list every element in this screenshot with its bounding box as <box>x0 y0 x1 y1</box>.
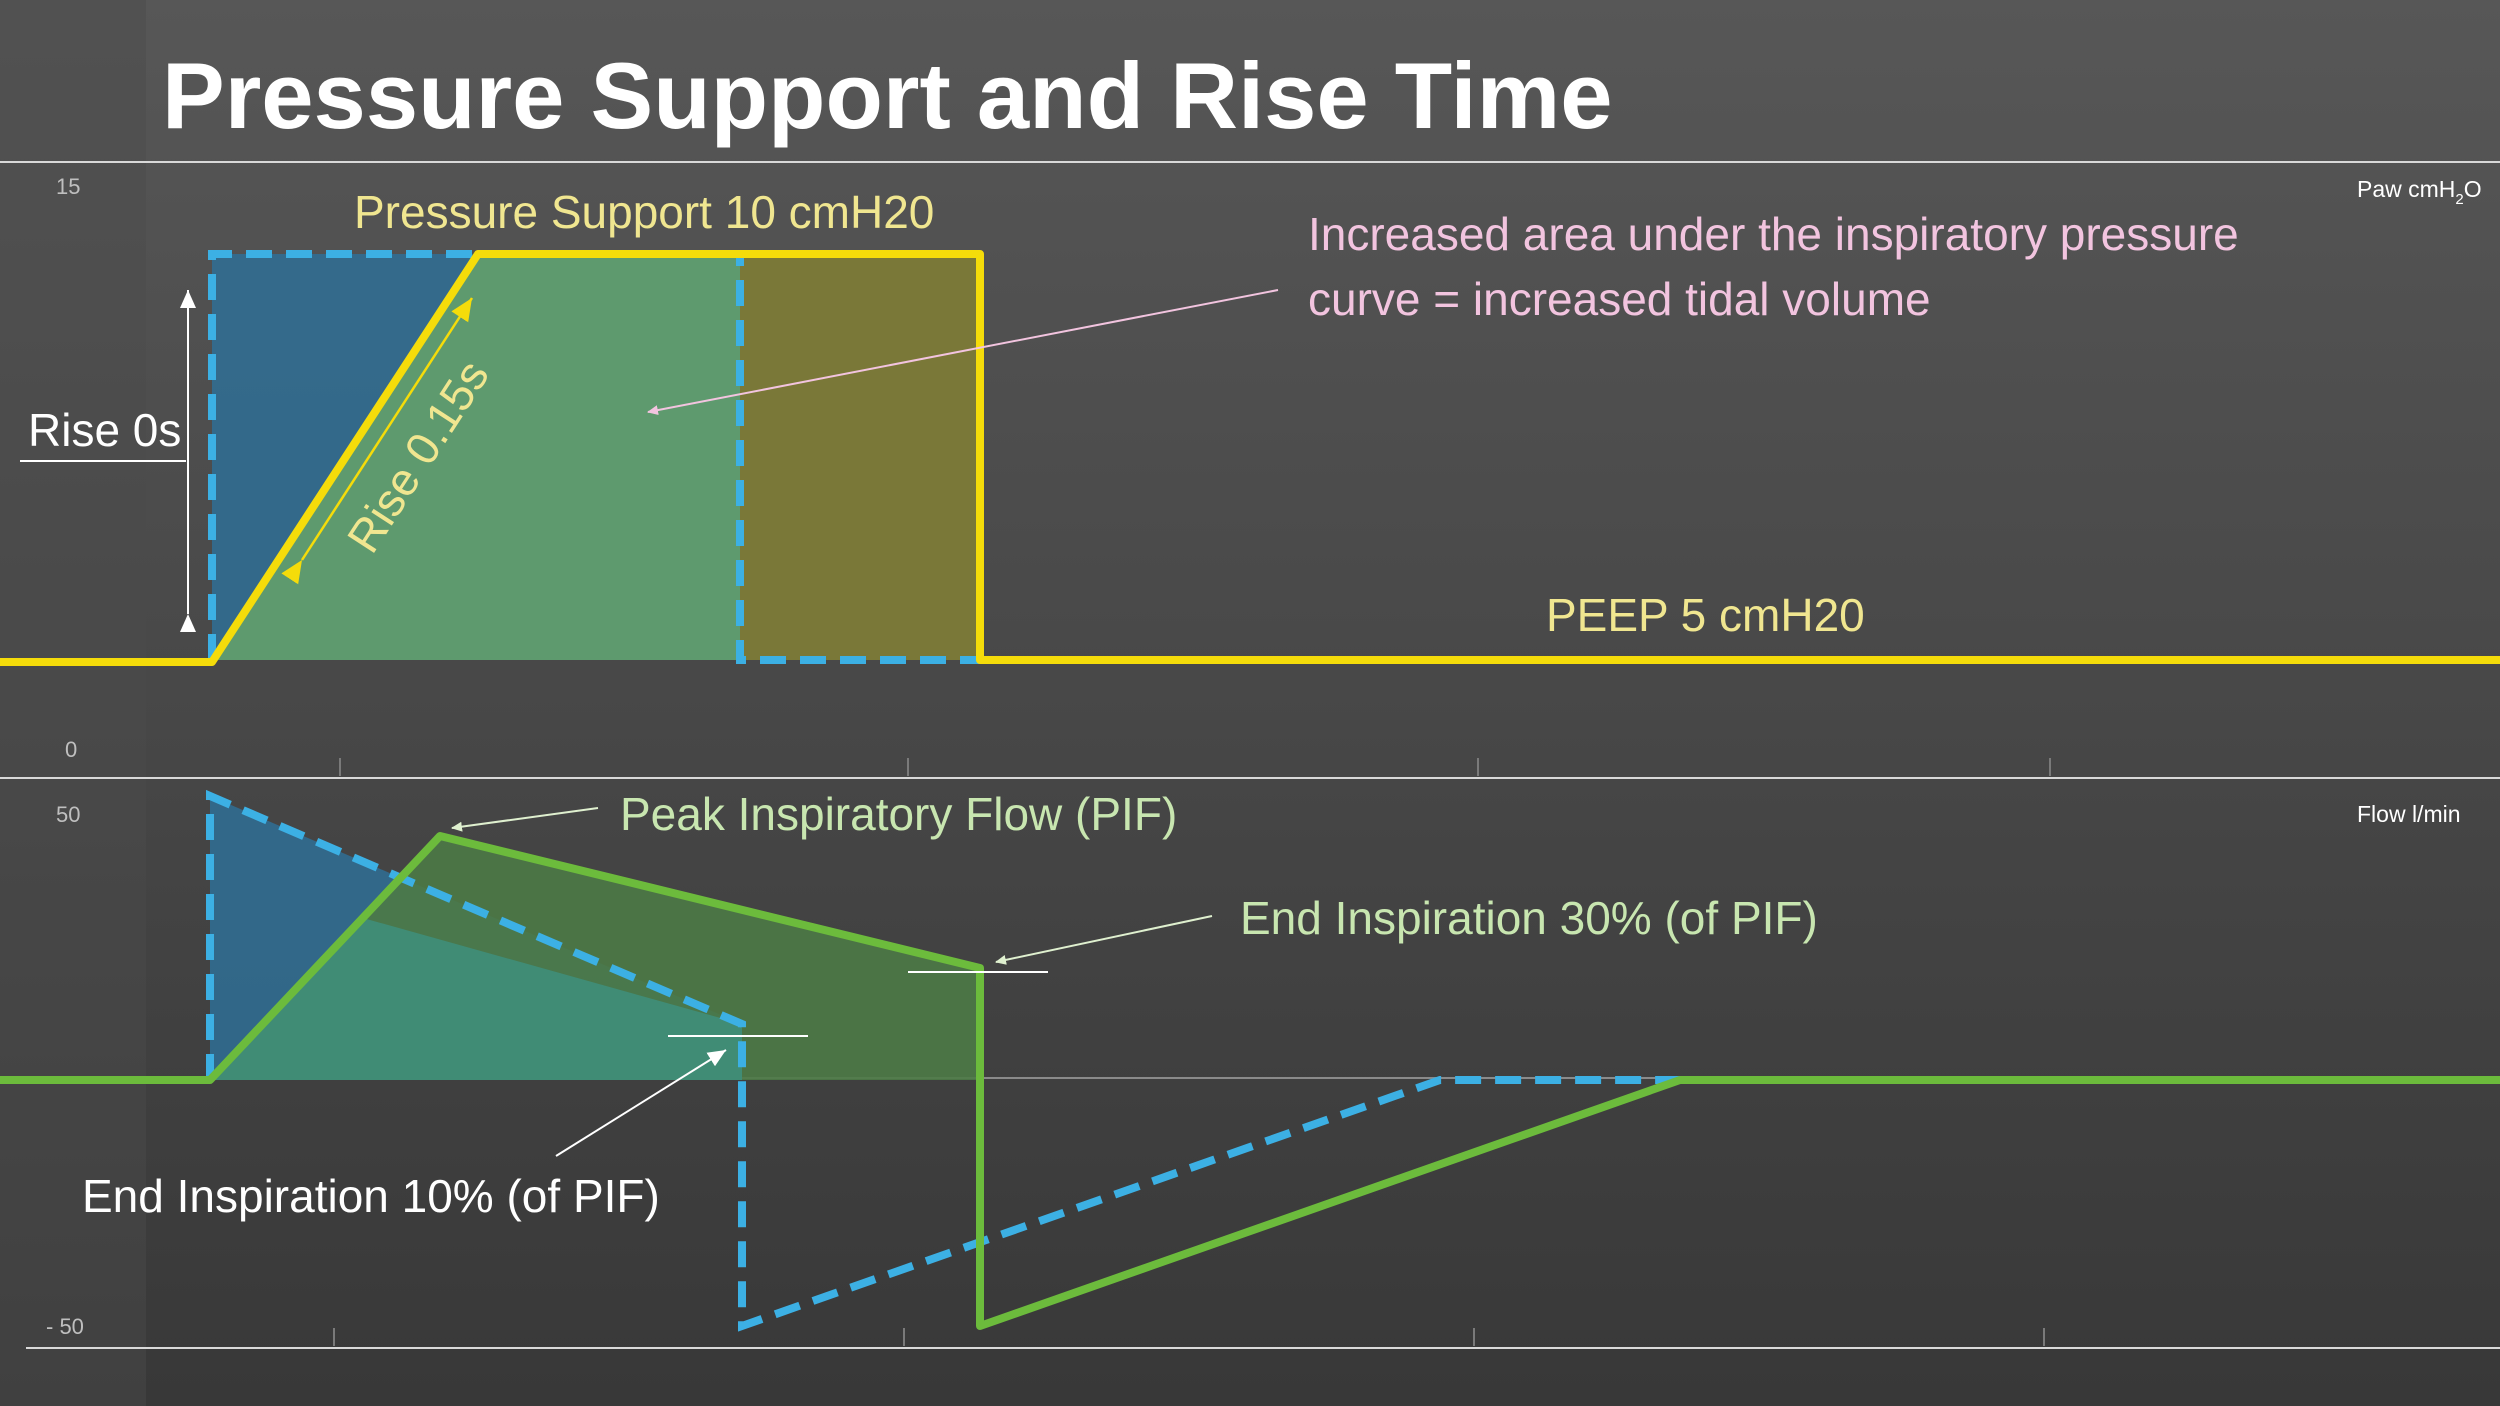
pressure-unit-label: Paw cmH2O <box>2357 176 2482 208</box>
pressure-waveform-rise-015s <box>0 250 2500 666</box>
flow-axis-min-label: - 50 <box>46 1314 84 1339</box>
end-10-label: End Inspiration 10% (of PIF) <box>82 1170 660 1222</box>
background-left-band <box>0 0 146 1406</box>
flow-waveform-rise-015s <box>0 832 2500 1330</box>
area-annotation-arrow <box>647 289 1279 416</box>
end-30-arrow <box>995 915 1213 965</box>
pressure-axis-min-label: 0 <box>65 737 77 762</box>
pif-arrow <box>451 807 599 832</box>
pif-label: Peak Inspiratory Flow (PIF) <box>620 788 1177 840</box>
extended-pressure-area <box>740 254 980 660</box>
flow-area-overlap <box>210 918 742 1080</box>
pressure-axis-max-label: 15 <box>56 174 80 199</box>
flow-waveform-rise-0s <box>206 789 1810 1332</box>
flow-unit-label: Flow l/min <box>2357 801 2461 827</box>
area-annotation-line2: curve = increased tidal volume <box>1308 273 1931 325</box>
peep-label: PEEP 5 cmH20 <box>1546 589 1865 641</box>
pressure-axis-ticks <box>339 758 2051 776</box>
rise-0s-label: Rise 0s <box>28 404 181 456</box>
end-30-label: End Inspiration 30% (of PIF) <box>1240 892 1818 944</box>
pressure-support-label: Pressure Support 10 cmH20 <box>354 186 934 238</box>
flow-axis-ticks <box>333 1328 2045 1346</box>
rise-015s-arrow <box>281 297 474 585</box>
end-10-arrow <box>555 1049 727 1157</box>
page-title: Pressure Support and Rise Time <box>162 43 1612 148</box>
area-annotation-line1: Increased area under the inspiratory pre… <box>1308 208 2239 260</box>
flow-axis-max-label: 50 <box>56 802 80 827</box>
